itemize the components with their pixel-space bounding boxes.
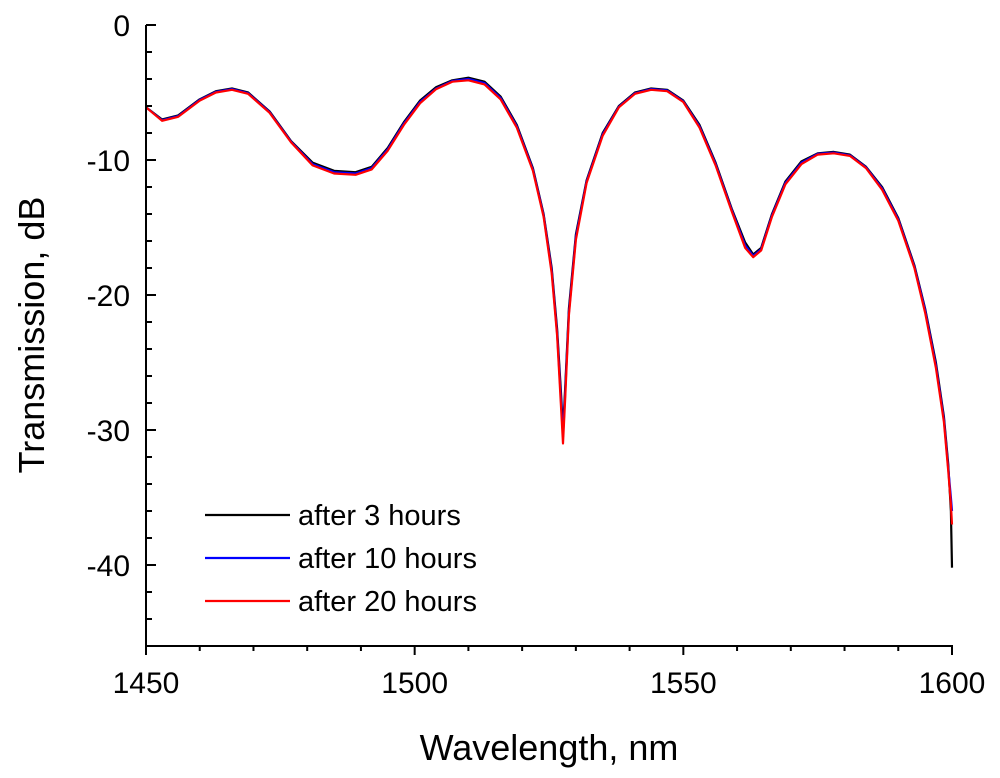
y-tick-label: 0 [113,10,130,43]
ticks [145,24,953,655]
y-tick-label: -20 [87,280,130,313]
y-tick-label: -30 [87,415,130,448]
y-axis-title: Transmission, dB [11,197,52,474]
x-tick-label: 1500 [381,667,448,700]
axes [145,25,953,647]
legend-label-1: after 3 hours [298,500,461,532]
x-axis-title: Wavelength, nm [420,727,679,768]
y-tick-label: -10 [87,145,130,178]
x-tick-label: 1550 [650,667,717,700]
y-tick-label: -40 [87,550,130,583]
series-line-2 [145,77,954,512]
series-line-3 [145,79,954,525]
legend-label-3: after 20 hours [298,586,477,618]
x-tick-label: 1450 [113,667,180,700]
tick-labels: 1450 1500 1550 1600 0 -10 -20 -30 -40 [87,10,986,700]
x-tick-label: 1600 [919,667,986,700]
plot-lines [145,76,954,568]
legend-label-2: after 10 hours [298,543,477,575]
series-line-1 [145,76,954,568]
legend: after 3 hours after 10 hours after 20 hour… [205,500,477,618]
